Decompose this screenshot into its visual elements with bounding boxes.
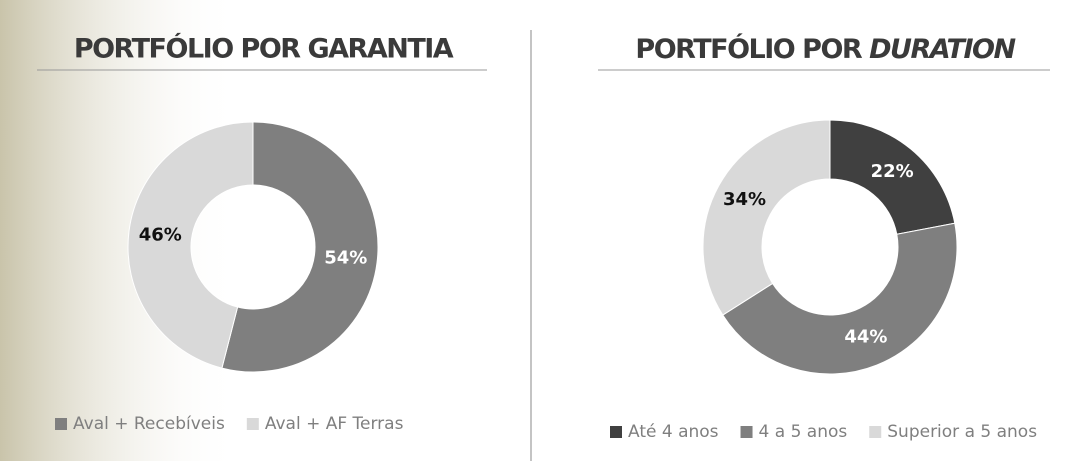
legend-swatch — [740, 426, 753, 438]
legend-swatch — [55, 418, 67, 430]
title-text: PORTFÓLIO POR — [635, 33, 862, 65]
title-emphasis: DURATION — [869, 34, 1016, 65]
legend-label: Aval + AF Terras — [265, 414, 404, 434]
legend-label: 4 a 5 anos — [759, 422, 848, 442]
legend-swatch — [246, 418, 259, 430]
legend-label: Até 4 anos — [628, 422, 719, 442]
data-label: 34% — [723, 189, 766, 210]
chart-title: PORTFÓLIO POR GARANTIA — [74, 33, 454, 65]
donut-slice — [127, 121, 254, 369]
data-label: 22% — [871, 161, 914, 182]
donut-slice — [722, 222, 958, 375]
data-label: 54% — [324, 248, 367, 269]
data-label: 44% — [844, 327, 887, 348]
legend-label: Superior a 5 anos — [887, 422, 1037, 442]
donut-slice — [221, 121, 379, 373]
legend-swatch — [610, 426, 622, 438]
background-photo — [0, 0, 240, 461]
legend-label: Aval + Recebíveis — [73, 414, 225, 434]
legend-swatch — [869, 426, 882, 438]
donut-slice — [702, 119, 831, 316]
data-label: 46% — [139, 224, 182, 245]
donut-slice — [829, 119, 956, 235]
chart-title: PORTFÓLIO POR DURATION — [635, 33, 1016, 65]
